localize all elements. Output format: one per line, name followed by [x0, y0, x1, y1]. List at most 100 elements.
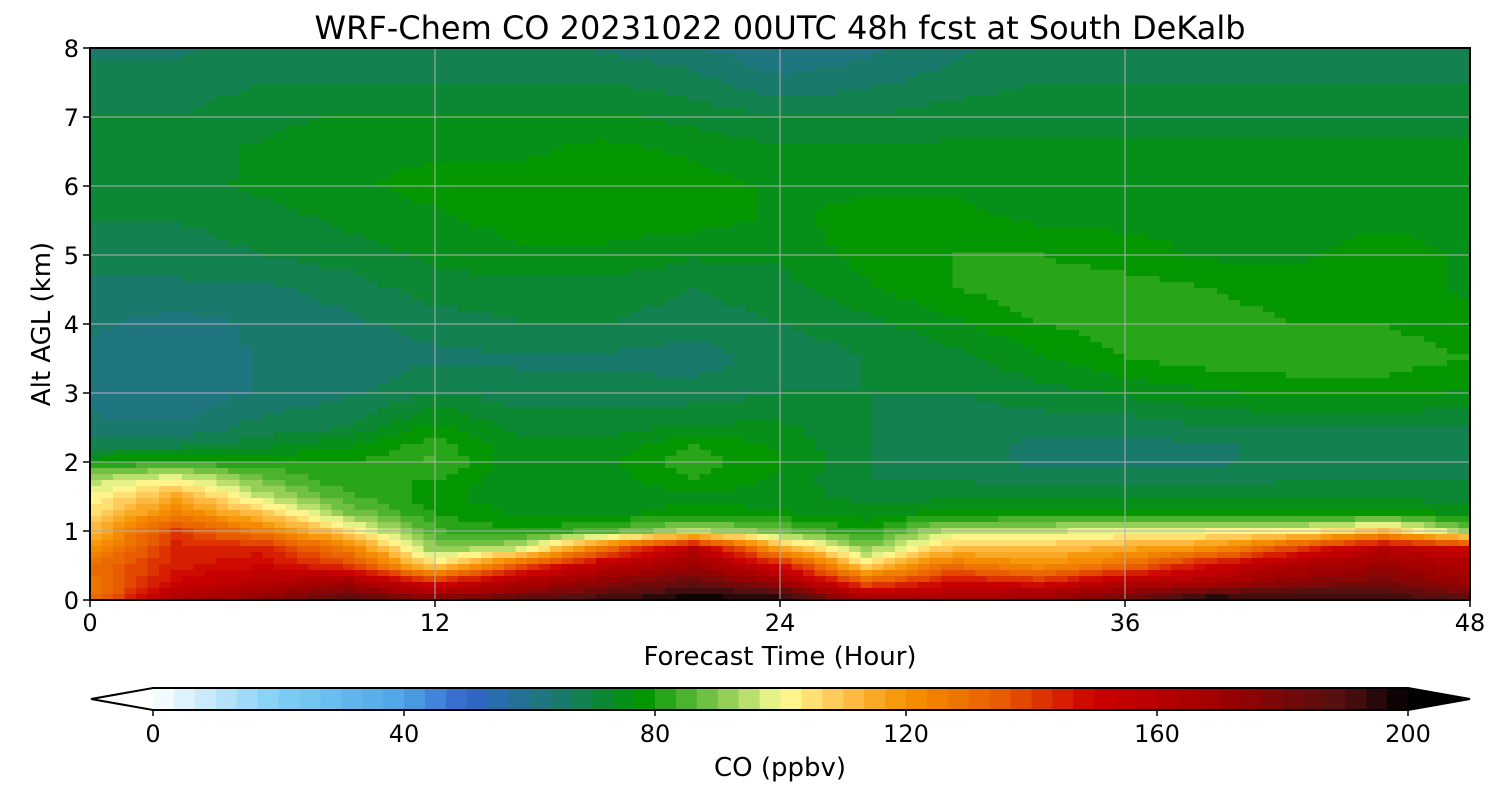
heatmap-cell — [619, 78, 632, 85]
heatmap-cell — [1263, 228, 1276, 235]
heatmap-cell — [711, 162, 724, 169]
heatmap-cell — [481, 216, 494, 223]
heatmap-cell — [458, 54, 471, 61]
heatmap-cell — [1309, 258, 1322, 265]
heatmap-cell — [883, 120, 896, 127]
heatmap-cell — [527, 60, 540, 67]
heatmap-cell — [469, 246, 482, 253]
heatmap-cell — [860, 186, 873, 193]
heatmap-cell — [1378, 156, 1391, 163]
heatmap-cell — [1205, 270, 1218, 277]
heatmap-cell — [676, 222, 689, 229]
heatmap-cell — [136, 282, 149, 289]
heatmap-cell — [906, 180, 919, 187]
heatmap-cell — [642, 78, 655, 85]
heatmap-cell — [1320, 96, 1333, 103]
heatmap-cell — [193, 258, 206, 265]
heatmap-cell — [734, 156, 747, 163]
heatmap-cell — [1033, 144, 1046, 151]
heatmap-cell — [469, 162, 482, 169]
heatmap-cell — [952, 60, 965, 67]
heatmap-cell — [182, 288, 195, 295]
heatmap-cell — [573, 138, 586, 145]
heatmap-cell — [791, 216, 804, 223]
heatmap-cell — [849, 282, 862, 289]
heatmap-cell — [1412, 108, 1425, 115]
heatmap-cell — [1228, 72, 1241, 79]
heatmap-cell — [354, 192, 367, 199]
heatmap-cell — [1125, 222, 1138, 229]
heatmap-cell — [1148, 126, 1161, 133]
heatmap-cell — [481, 282, 494, 289]
heatmap-cell — [906, 162, 919, 169]
heatmap-cell — [1021, 108, 1034, 115]
heatmap-cell — [377, 216, 390, 223]
heatmap-cell — [159, 282, 172, 289]
heatmap-cell — [492, 120, 505, 127]
heatmap-cell — [343, 132, 356, 139]
heatmap-cell — [987, 54, 1000, 61]
heatmap-cell — [803, 60, 816, 67]
heatmap-cell — [1297, 126, 1310, 133]
heatmap-cell — [331, 48, 344, 55]
heatmap-cell — [113, 216, 126, 223]
heatmap-cell — [1240, 162, 1253, 169]
heatmap-cell — [1424, 198, 1437, 205]
heatmap-cell — [964, 222, 977, 229]
heatmap-cell — [1079, 108, 1092, 115]
heatmap-cell — [228, 48, 241, 55]
heatmap-cell — [550, 186, 563, 193]
heatmap-cell — [469, 72, 482, 79]
heatmap-cell — [665, 48, 678, 55]
heatmap-cell — [1309, 78, 1322, 85]
heatmap-cell — [1309, 48, 1322, 55]
heatmap-cell — [354, 258, 367, 265]
heatmap-cell — [170, 60, 183, 67]
heatmap-cell — [1412, 276, 1425, 283]
heatmap-cell — [1366, 108, 1379, 115]
heatmap-cell — [423, 144, 436, 151]
heatmap-cell — [722, 186, 735, 193]
heatmap-cell — [1102, 192, 1115, 199]
heatmap-cell — [1044, 48, 1057, 55]
heatmap-cell — [331, 270, 344, 277]
heatmap-cell — [1205, 72, 1218, 79]
heatmap-cell — [745, 102, 758, 109]
heatmap-cell — [113, 90, 126, 97]
heatmap-cell — [1090, 72, 1103, 79]
heatmap-cell — [1090, 150, 1103, 157]
heatmap-cell — [1205, 84, 1218, 91]
heatmap-cell — [1125, 174, 1138, 181]
heatmap-cell — [274, 60, 287, 67]
heatmap-cell — [274, 288, 287, 295]
heatmap-cell — [262, 222, 275, 229]
heatmap-cell — [1228, 174, 1241, 181]
heatmap-cell — [998, 168, 1011, 175]
heatmap-cell — [1286, 126, 1299, 133]
heatmap-cell — [837, 282, 850, 289]
heatmap-cell — [1309, 276, 1322, 283]
heatmap-cell — [1240, 150, 1253, 157]
heatmap-cell — [1056, 264, 1069, 271]
heatmap-cell — [1378, 66, 1391, 73]
heatmap-cell — [216, 60, 229, 67]
heatmap-cell — [860, 144, 873, 151]
heatmap-cell — [550, 138, 563, 145]
heatmap-cell — [906, 90, 919, 97]
heatmap-cell — [745, 54, 758, 61]
heatmap-cell — [1412, 144, 1425, 151]
heatmap-cell — [1194, 228, 1207, 235]
heatmap-cell — [1021, 120, 1034, 127]
heatmap-cell — [182, 120, 195, 127]
heatmap-cell — [849, 96, 862, 103]
heatmap-cell — [1458, 216, 1470, 223]
heatmap-cell — [561, 186, 574, 193]
heatmap-cell — [1056, 228, 1069, 235]
heatmap-cell — [136, 288, 149, 295]
heatmap-cell — [377, 228, 390, 235]
heatmap-cell — [113, 240, 126, 247]
heatmap-cell — [975, 66, 988, 73]
heatmap-cell — [561, 204, 574, 211]
heatmap-cell — [998, 150, 1011, 157]
heatmap-cell — [872, 168, 885, 175]
